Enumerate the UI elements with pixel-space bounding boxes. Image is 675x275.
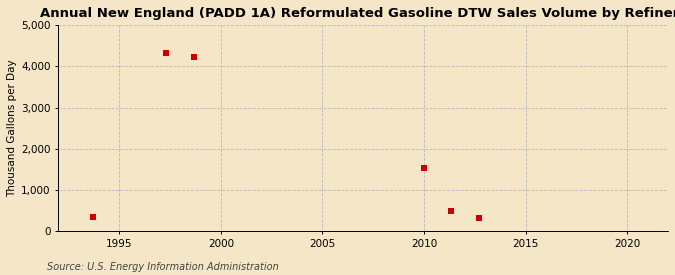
Text: Source: U.S. Energy Information Administration: Source: U.S. Energy Information Administ… bbox=[47, 262, 279, 272]
Title: Annual New England (PADD 1A) Reformulated Gasoline DTW Sales Volume by Refiners: Annual New England (PADD 1A) Reformulate… bbox=[40, 7, 675, 20]
Point bbox=[418, 166, 429, 170]
Point bbox=[87, 214, 98, 219]
Point bbox=[189, 55, 200, 60]
Y-axis label: Thousand Gallons per Day: Thousand Gallons per Day bbox=[7, 59, 17, 197]
Point bbox=[161, 51, 171, 56]
Point bbox=[445, 209, 456, 214]
Point bbox=[474, 216, 485, 220]
